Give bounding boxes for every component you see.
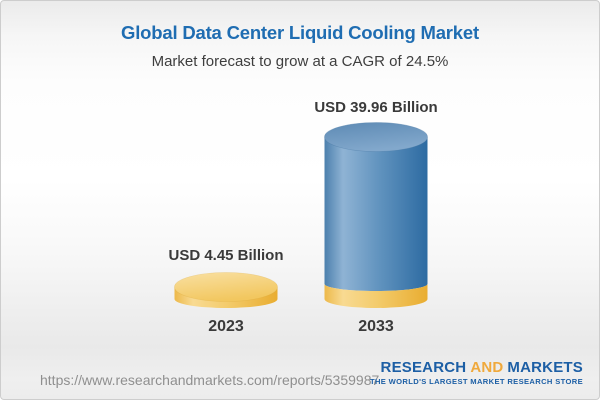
bar-2023-cylinder <box>174 272 278 308</box>
logo-word-research: RESEARCH <box>380 359 467 376</box>
logo-word-markets: MARKETS <box>507 359 583 376</box>
logo-word-and: AND <box>470 359 504 376</box>
chart-subtitle: Market forecast to grow at a CAGR of 24.… <box>151 53 449 70</box>
x-axis-label-2023: 2023 <box>208 318 244 335</box>
logo-tagline: THE WORLD'S LARGEST MARKET RESEARCH STOR… <box>369 377 583 386</box>
value-label-2033: USD 39.96 Billion <box>314 99 438 116</box>
bar-2033-cylinder <box>324 122 428 308</box>
x-axis-label-2033: 2033 <box>358 318 394 335</box>
report-url: https://www.researchandmarkets.com/repor… <box>40 372 380 388</box>
value-label-2023: USD 4.45 Billion <box>168 247 284 264</box>
chart-title: Global Data Center Liquid Cooling Market <box>121 22 479 43</box>
logo-wordmark: RESEARCH AND MARKETS <box>370 360 583 375</box>
research-and-markets-logo: RESEARCH AND MARKETS THE WORLD'S LARGEST M… <box>370 360 583 386</box>
